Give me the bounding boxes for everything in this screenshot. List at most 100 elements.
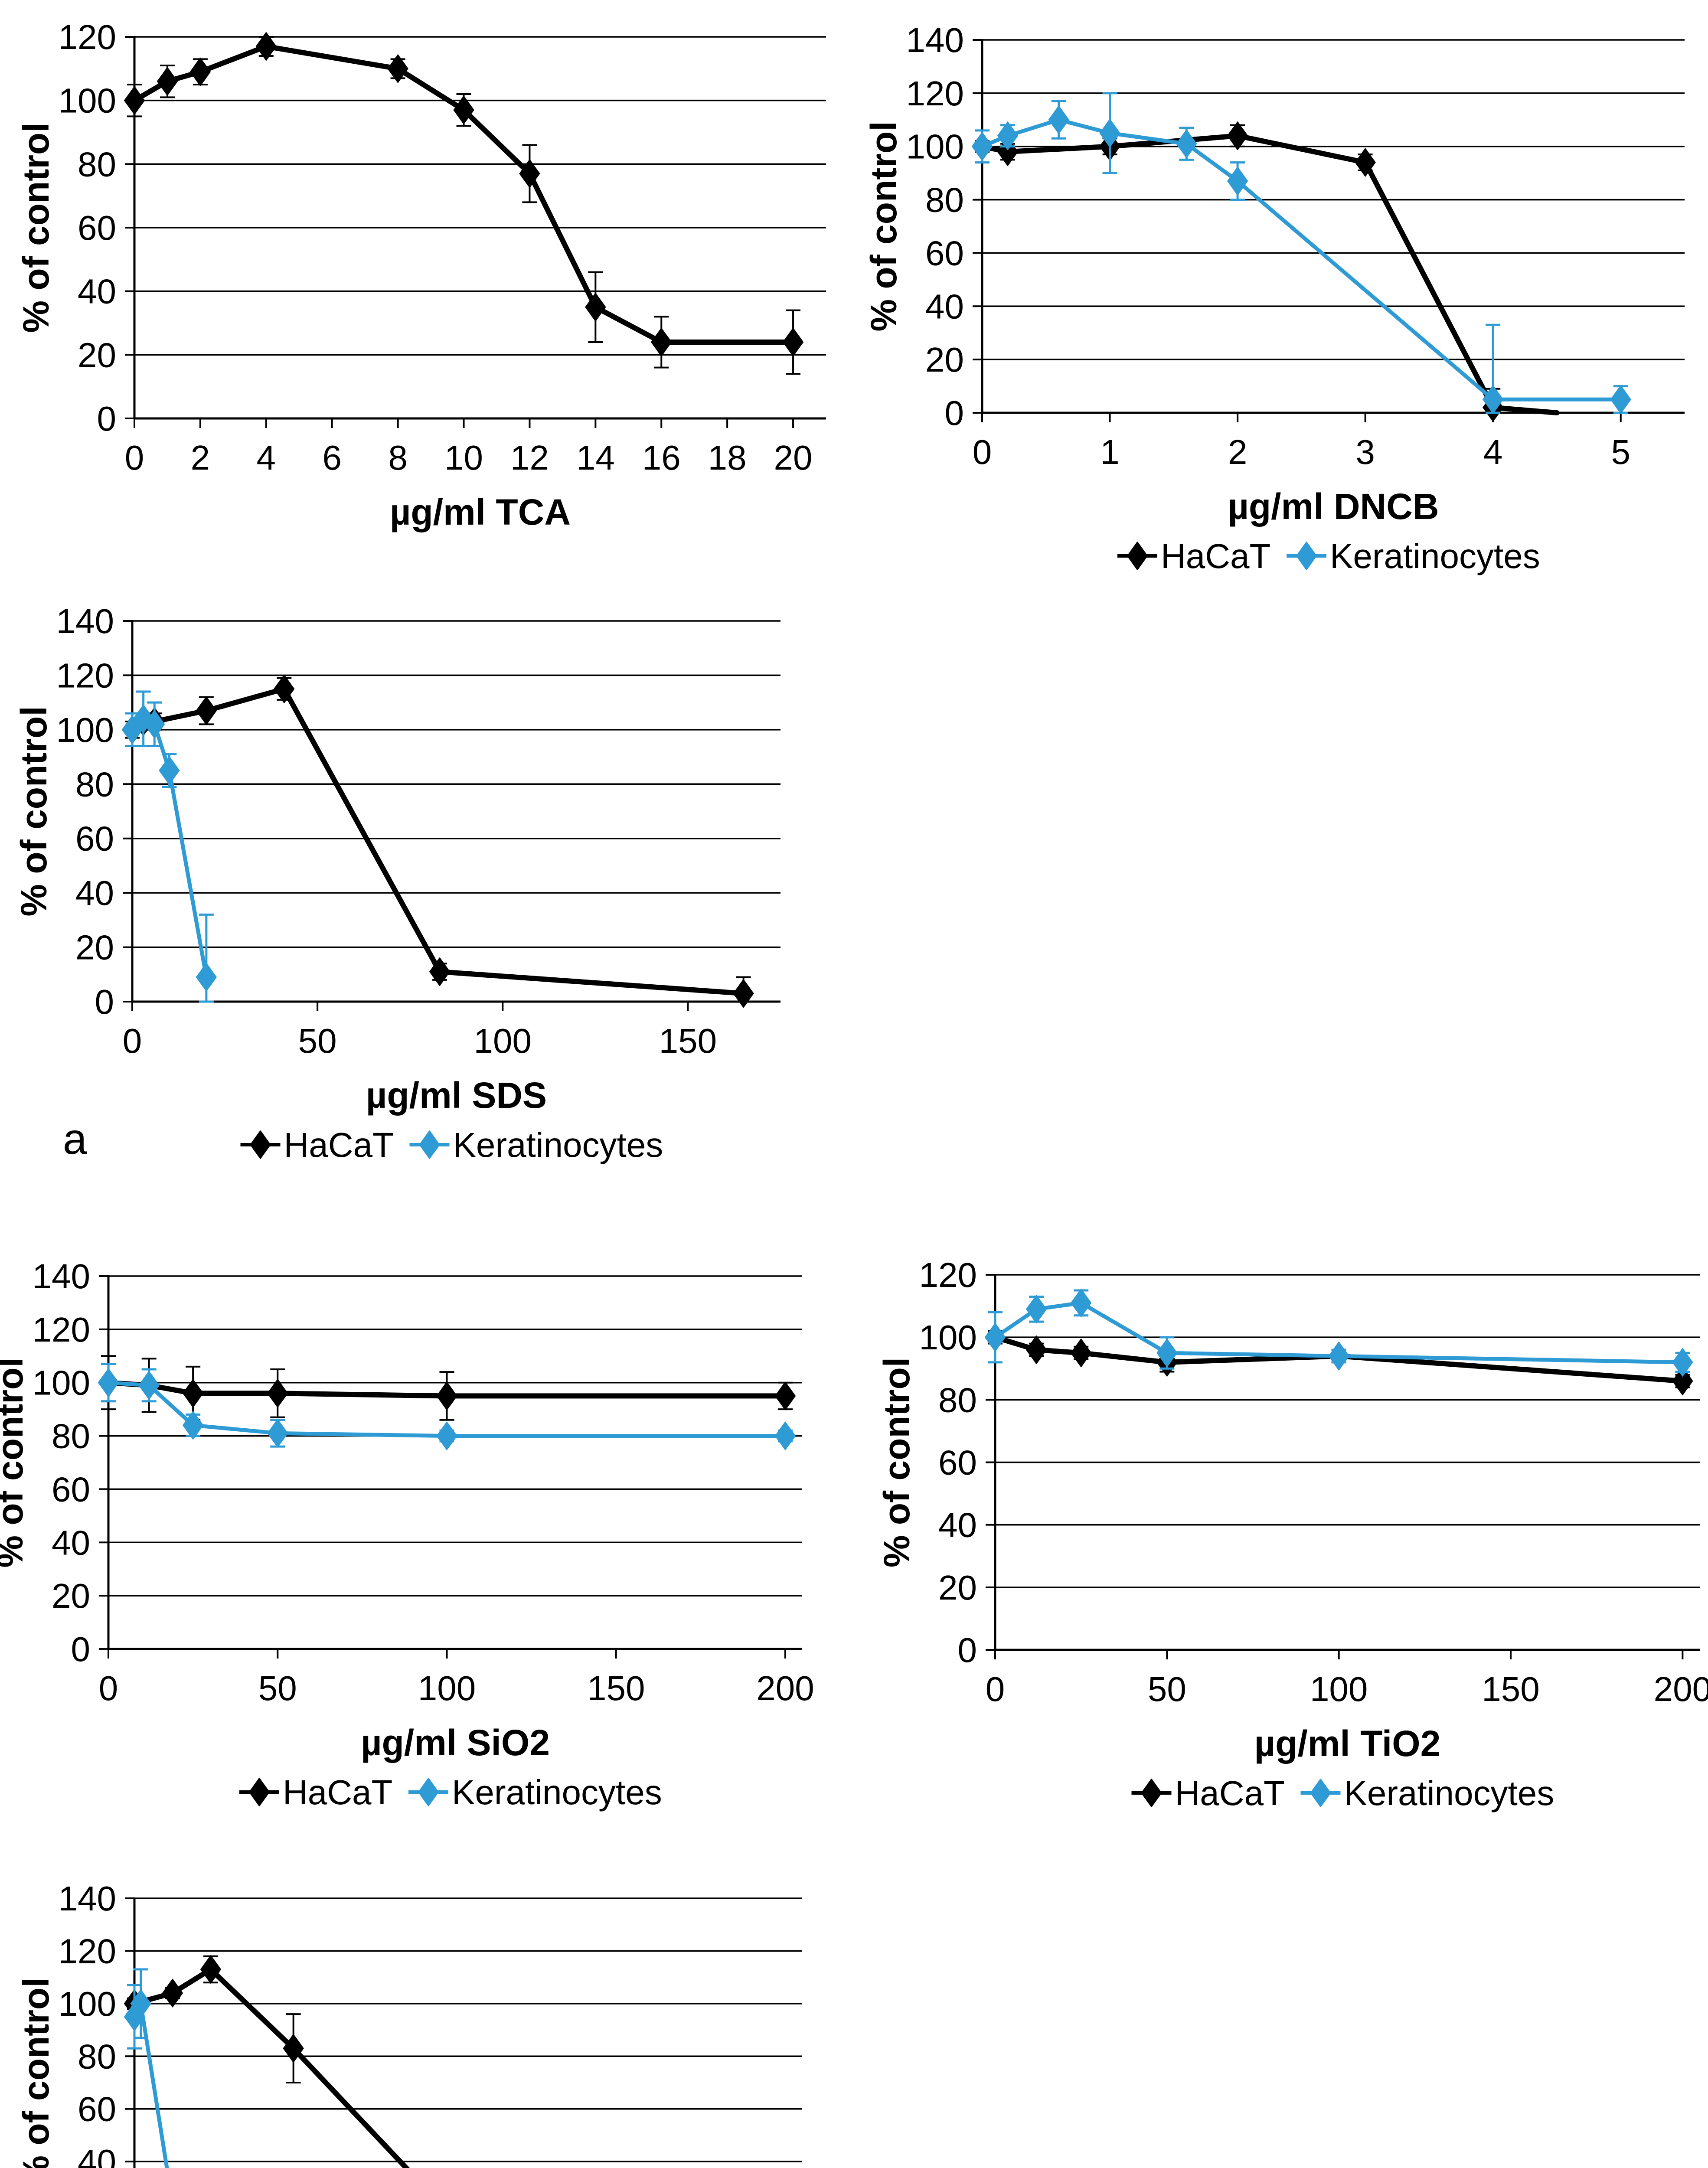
- series-marker: [138, 1371, 160, 1400]
- legend-label: HaCaT: [1175, 1774, 1285, 1812]
- legend: HaCaT Keratinocytes: [239, 1773, 662, 1812]
- x-axis-label: µg/ml SDS: [366, 1075, 547, 1116]
- series-marker: [1099, 119, 1120, 147]
- x-axis-label: µg/ml SiO2: [361, 1722, 550, 1763]
- legend-label: Keratinocytes: [1330, 537, 1540, 575]
- chart-tio2: 0 20 40 60 80 100 120 0 50 100 150 200 µg/ml TiO2 % o…: [876, 1256, 1708, 1812]
- series-marker: [1176, 129, 1197, 158]
- x-tick-label: 5: [1611, 433, 1630, 471]
- series-marker: [429, 957, 451, 986]
- y-tick-label: 60: [78, 2090, 116, 2129]
- y-tick-label: 140: [906, 21, 964, 59]
- series-marker: [774, 1381, 796, 1411]
- legend-label: Keratinocytes: [452, 1773, 662, 1812]
- panel-label-a: a: [63, 1115, 87, 1163]
- y-tick-label: 0: [97, 399, 117, 438]
- y-tick-label: 100: [59, 1985, 116, 2023]
- y-axis-label: % of control: [863, 121, 904, 331]
- y-tick-label: 140: [56, 602, 114, 640]
- x-tick-label: 200: [756, 1669, 814, 1708]
- axes: [99, 1275, 802, 1659]
- axes: [125, 36, 826, 428]
- axes: [973, 39, 1685, 422]
- legend-marker: [1141, 1779, 1162, 1807]
- x-tick-label: 50: [1148, 1670, 1186, 1708]
- x-tick-label: 0: [125, 438, 144, 477]
- series-marker: [1610, 385, 1631, 414]
- axes: [125, 1897, 136, 2168]
- x-tick-label: 150: [659, 1022, 717, 1060]
- y-tick-label: 100: [33, 1364, 90, 1402]
- chart-sio2: 0 20 40 60 80 100 120 140 0 50 100 150 200 µg/ml SiO2…: [0, 1257, 814, 1812]
- gridlines: [982, 39, 1685, 360]
- x-tick-label: 20: [774, 438, 813, 477]
- y-tick-label: 120: [919, 1256, 977, 1294]
- series-marker: [774, 1421, 796, 1450]
- y-tick-label: 80: [75, 765, 114, 803]
- y-tick-label: 140: [59, 1879, 116, 1918]
- series-marker: [1026, 1295, 1047, 1324]
- x-tick-label: 0: [986, 1670, 1005, 1708]
- legend-label: HaCaT: [284, 1126, 394, 1164]
- series-marker: [733, 979, 754, 1008]
- y-tick-label: 0: [71, 1630, 91, 1668]
- y-tick-label: 20: [75, 928, 114, 967]
- y-tick-label: 40: [78, 272, 116, 311]
- y-tick-label: 60: [925, 234, 964, 272]
- x-tick-label: 3: [1355, 433, 1375, 471]
- gridlines: [134, 36, 826, 356]
- series-marker: [1483, 385, 1504, 414]
- x-tick-label: 100: [1310, 1670, 1368, 1708]
- series-hacat: [972, 121, 1560, 422]
- y-axis-label: % of control: [0, 1357, 30, 1567]
- y-tick-label: 40: [938, 1506, 977, 1544]
- series-hacat: [98, 1355, 796, 1421]
- series-marker: [1227, 121, 1248, 150]
- series-line: [980, 133, 1560, 415]
- legend-marker: [250, 1130, 271, 1159]
- series-marker: [283, 2034, 304, 2063]
- series-marker: [159, 756, 180, 785]
- legend-marker: [1296, 542, 1317, 570]
- series-marker: [1026, 1335, 1047, 1364]
- series-marker: [196, 696, 217, 725]
- y-axis-label: % of control: [13, 706, 54, 916]
- series-line: [980, 118, 1623, 402]
- x-tick-label: 4: [1483, 433, 1503, 471]
- series-marker: [98, 1368, 119, 1397]
- y-axis-label: % of control: [16, 122, 56, 333]
- series-marker: [189, 57, 211, 86]
- series-marker: [1156, 1339, 1178, 1368]
- y-tick-label: 40: [52, 1523, 90, 1562]
- axes: [986, 1274, 1700, 1659]
- x-tick-label: 12: [510, 438, 549, 477]
- x-tick-label: 16: [642, 438, 681, 477]
- legend-marker: [418, 1778, 439, 1806]
- series-marker: [585, 293, 606, 322]
- chart-dncb: 0 20 40 60 80 100 120 140 0 1 2 3 4 5 µg/ml DNCB % of c…: [863, 21, 1685, 575]
- series-marker: [130, 1989, 151, 2018]
- y-tick-label: 20: [925, 340, 964, 379]
- legend-marker: [1310, 1779, 1331, 1807]
- series-marker: [997, 121, 1018, 150]
- x-tick-label: 200: [1654, 1670, 1708, 1708]
- y-tick-label: 60: [78, 209, 116, 247]
- y-tick-label: 100: [919, 1318, 977, 1357]
- series-hacat: [122, 674, 754, 1008]
- y-tick-label: 80: [78, 2037, 116, 2076]
- y-tick-label: 120: [906, 74, 964, 113]
- legend-marker: [249, 1778, 270, 1806]
- x-tick-label: 10: [444, 438, 483, 477]
- x-axis-label: µg/ml TCA: [390, 492, 571, 532]
- legend: HaCaT Keratinocytes: [240, 1126, 663, 1164]
- series-line: [132, 44, 796, 345]
- x-axis-label: µg/ml TiO2: [1254, 1723, 1441, 1764]
- series-keratinocytes: [972, 92, 1631, 414]
- y-tick-label: 40: [925, 287, 964, 326]
- x-tick-label: 6: [322, 438, 342, 477]
- legend-label: HaCaT: [1161, 537, 1270, 575]
- y-tick-label: 20: [52, 1577, 90, 1615]
- series-marker: [1071, 1339, 1092, 1368]
- legend-label: HaCaT: [283, 1773, 392, 1812]
